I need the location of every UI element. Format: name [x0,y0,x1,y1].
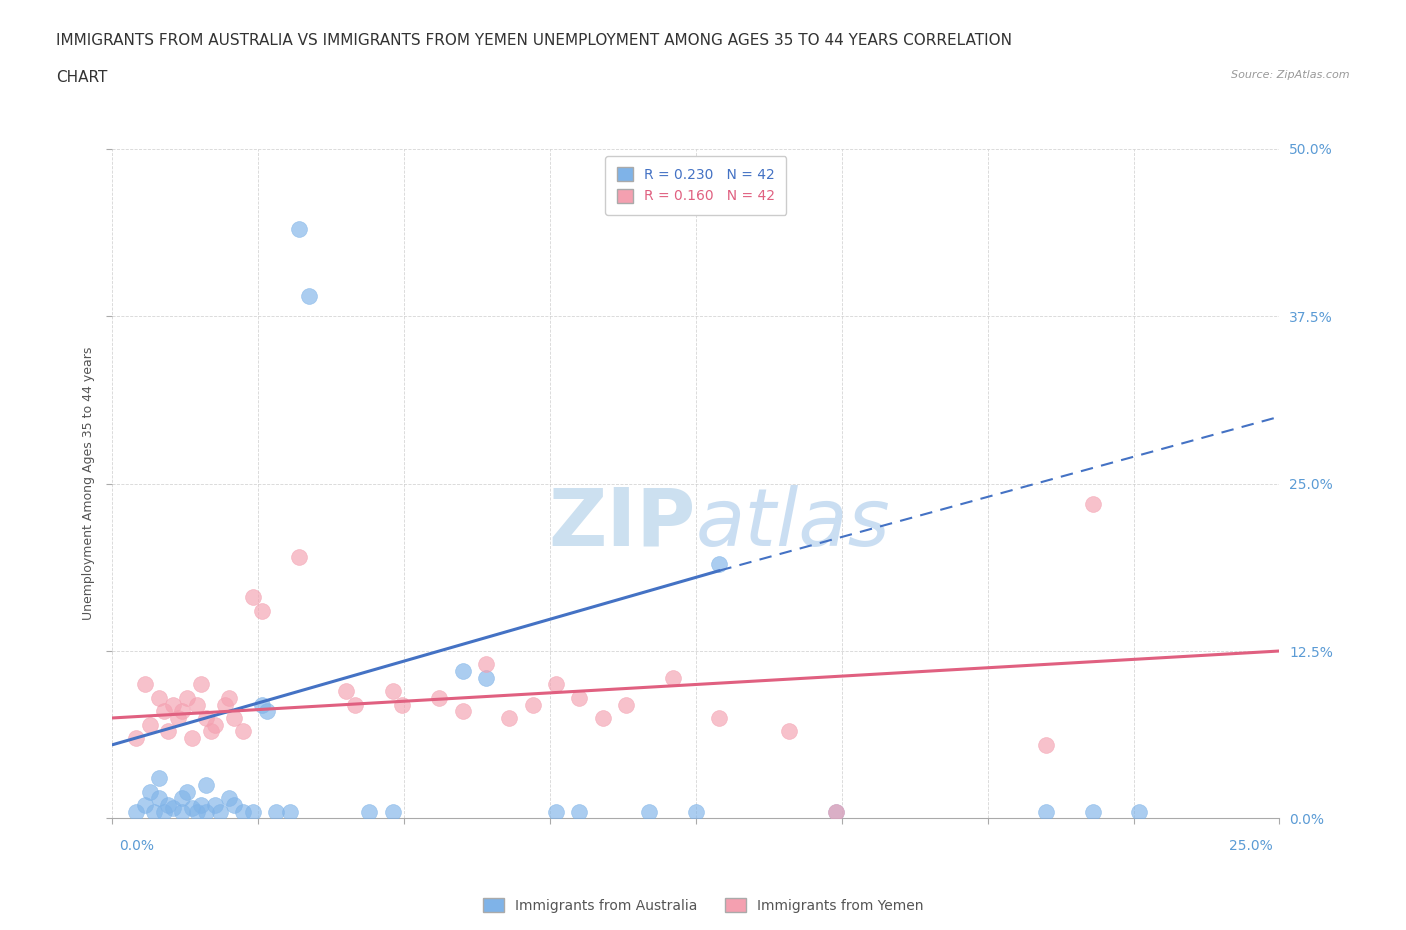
Point [391,698,413,712]
Point [172,790,194,805]
Point [381,804,404,819]
Point [568,804,591,819]
Point [475,657,498,671]
Point [278,804,301,819]
Point [134,677,156,692]
Point [204,798,226,813]
Point [638,804,661,819]
Point [427,690,450,705]
Point [614,698,637,712]
Point [222,798,245,813]
Point [208,804,231,819]
Point [825,804,848,819]
Point [153,804,176,819]
Point [1035,804,1057,819]
Point [709,711,731,725]
Point [194,711,217,725]
Point [166,711,188,725]
Point [172,804,194,819]
Text: 0.0%: 0.0% [120,839,155,853]
Point [190,798,212,813]
Point [218,690,240,705]
Point [522,698,544,712]
Point [1081,804,1104,819]
Point [359,804,381,819]
Point [297,288,319,303]
Point [825,804,848,819]
Point [592,711,614,725]
Point [134,798,156,813]
Point [709,556,731,571]
Point [180,800,202,815]
Point [335,684,357,698]
Point [288,221,311,236]
Point [544,804,567,819]
Point [475,671,498,685]
Point [125,804,148,819]
Point [1035,737,1057,752]
Text: atlas: atlas [696,485,891,563]
Point [451,664,474,679]
Text: Source: ZipAtlas.com: Source: ZipAtlas.com [1232,70,1350,80]
Point [176,690,198,705]
Text: 25.0%: 25.0% [1229,839,1272,853]
Point [218,790,240,805]
Point [153,704,176,719]
Text: IMMIGRANTS FROM AUSTRALIA VS IMMIGRANTS FROM YEMEN UNEMPLOYMENT AMONG AGES 35 TO: IMMIGRANTS FROM AUSTRALIA VS IMMIGRANTS … [56,33,1012,47]
Point [1128,804,1150,819]
Point [125,731,148,746]
Point [176,784,198,799]
Point [186,698,208,712]
Point [204,717,226,732]
Point [344,698,367,712]
Point [190,677,212,692]
Point [194,804,217,819]
Point [180,731,202,746]
Point [250,698,273,712]
Point [685,804,707,819]
Point [242,804,264,819]
Point [1081,497,1104,512]
Point [148,690,170,705]
Point [148,790,170,805]
Point [264,804,287,819]
Point [498,711,520,725]
Point [162,698,184,712]
Point [143,804,166,819]
Point [214,698,236,712]
Point [250,604,273,618]
Point [451,704,474,719]
Point [256,704,278,719]
Point [288,550,311,565]
Point [200,724,222,738]
Point [157,798,180,813]
Point [242,590,264,604]
Point [194,777,217,792]
Point [172,704,194,719]
Legend: Immigrants from Australia, Immigrants from Yemen: Immigrants from Australia, Immigrants fr… [477,893,929,919]
Point [162,800,184,815]
Legend: R = 0.230   N = 42, R = 0.160   N = 42: R = 0.230 N = 42, R = 0.160 N = 42 [606,155,786,215]
Point [148,771,170,786]
Point [157,724,180,738]
Text: CHART: CHART [56,70,108,85]
Y-axis label: Unemployment Among Ages 35 to 44 years: Unemployment Among Ages 35 to 44 years [82,347,96,620]
Text: ZIP: ZIP [548,485,696,563]
Point [222,711,245,725]
Point [139,717,162,732]
Point [232,804,254,819]
Point [568,690,591,705]
Point [778,724,800,738]
Point [232,724,254,738]
Point [186,804,208,819]
Point [544,677,567,692]
Point [661,671,683,685]
Point [139,784,162,799]
Point [381,684,404,698]
